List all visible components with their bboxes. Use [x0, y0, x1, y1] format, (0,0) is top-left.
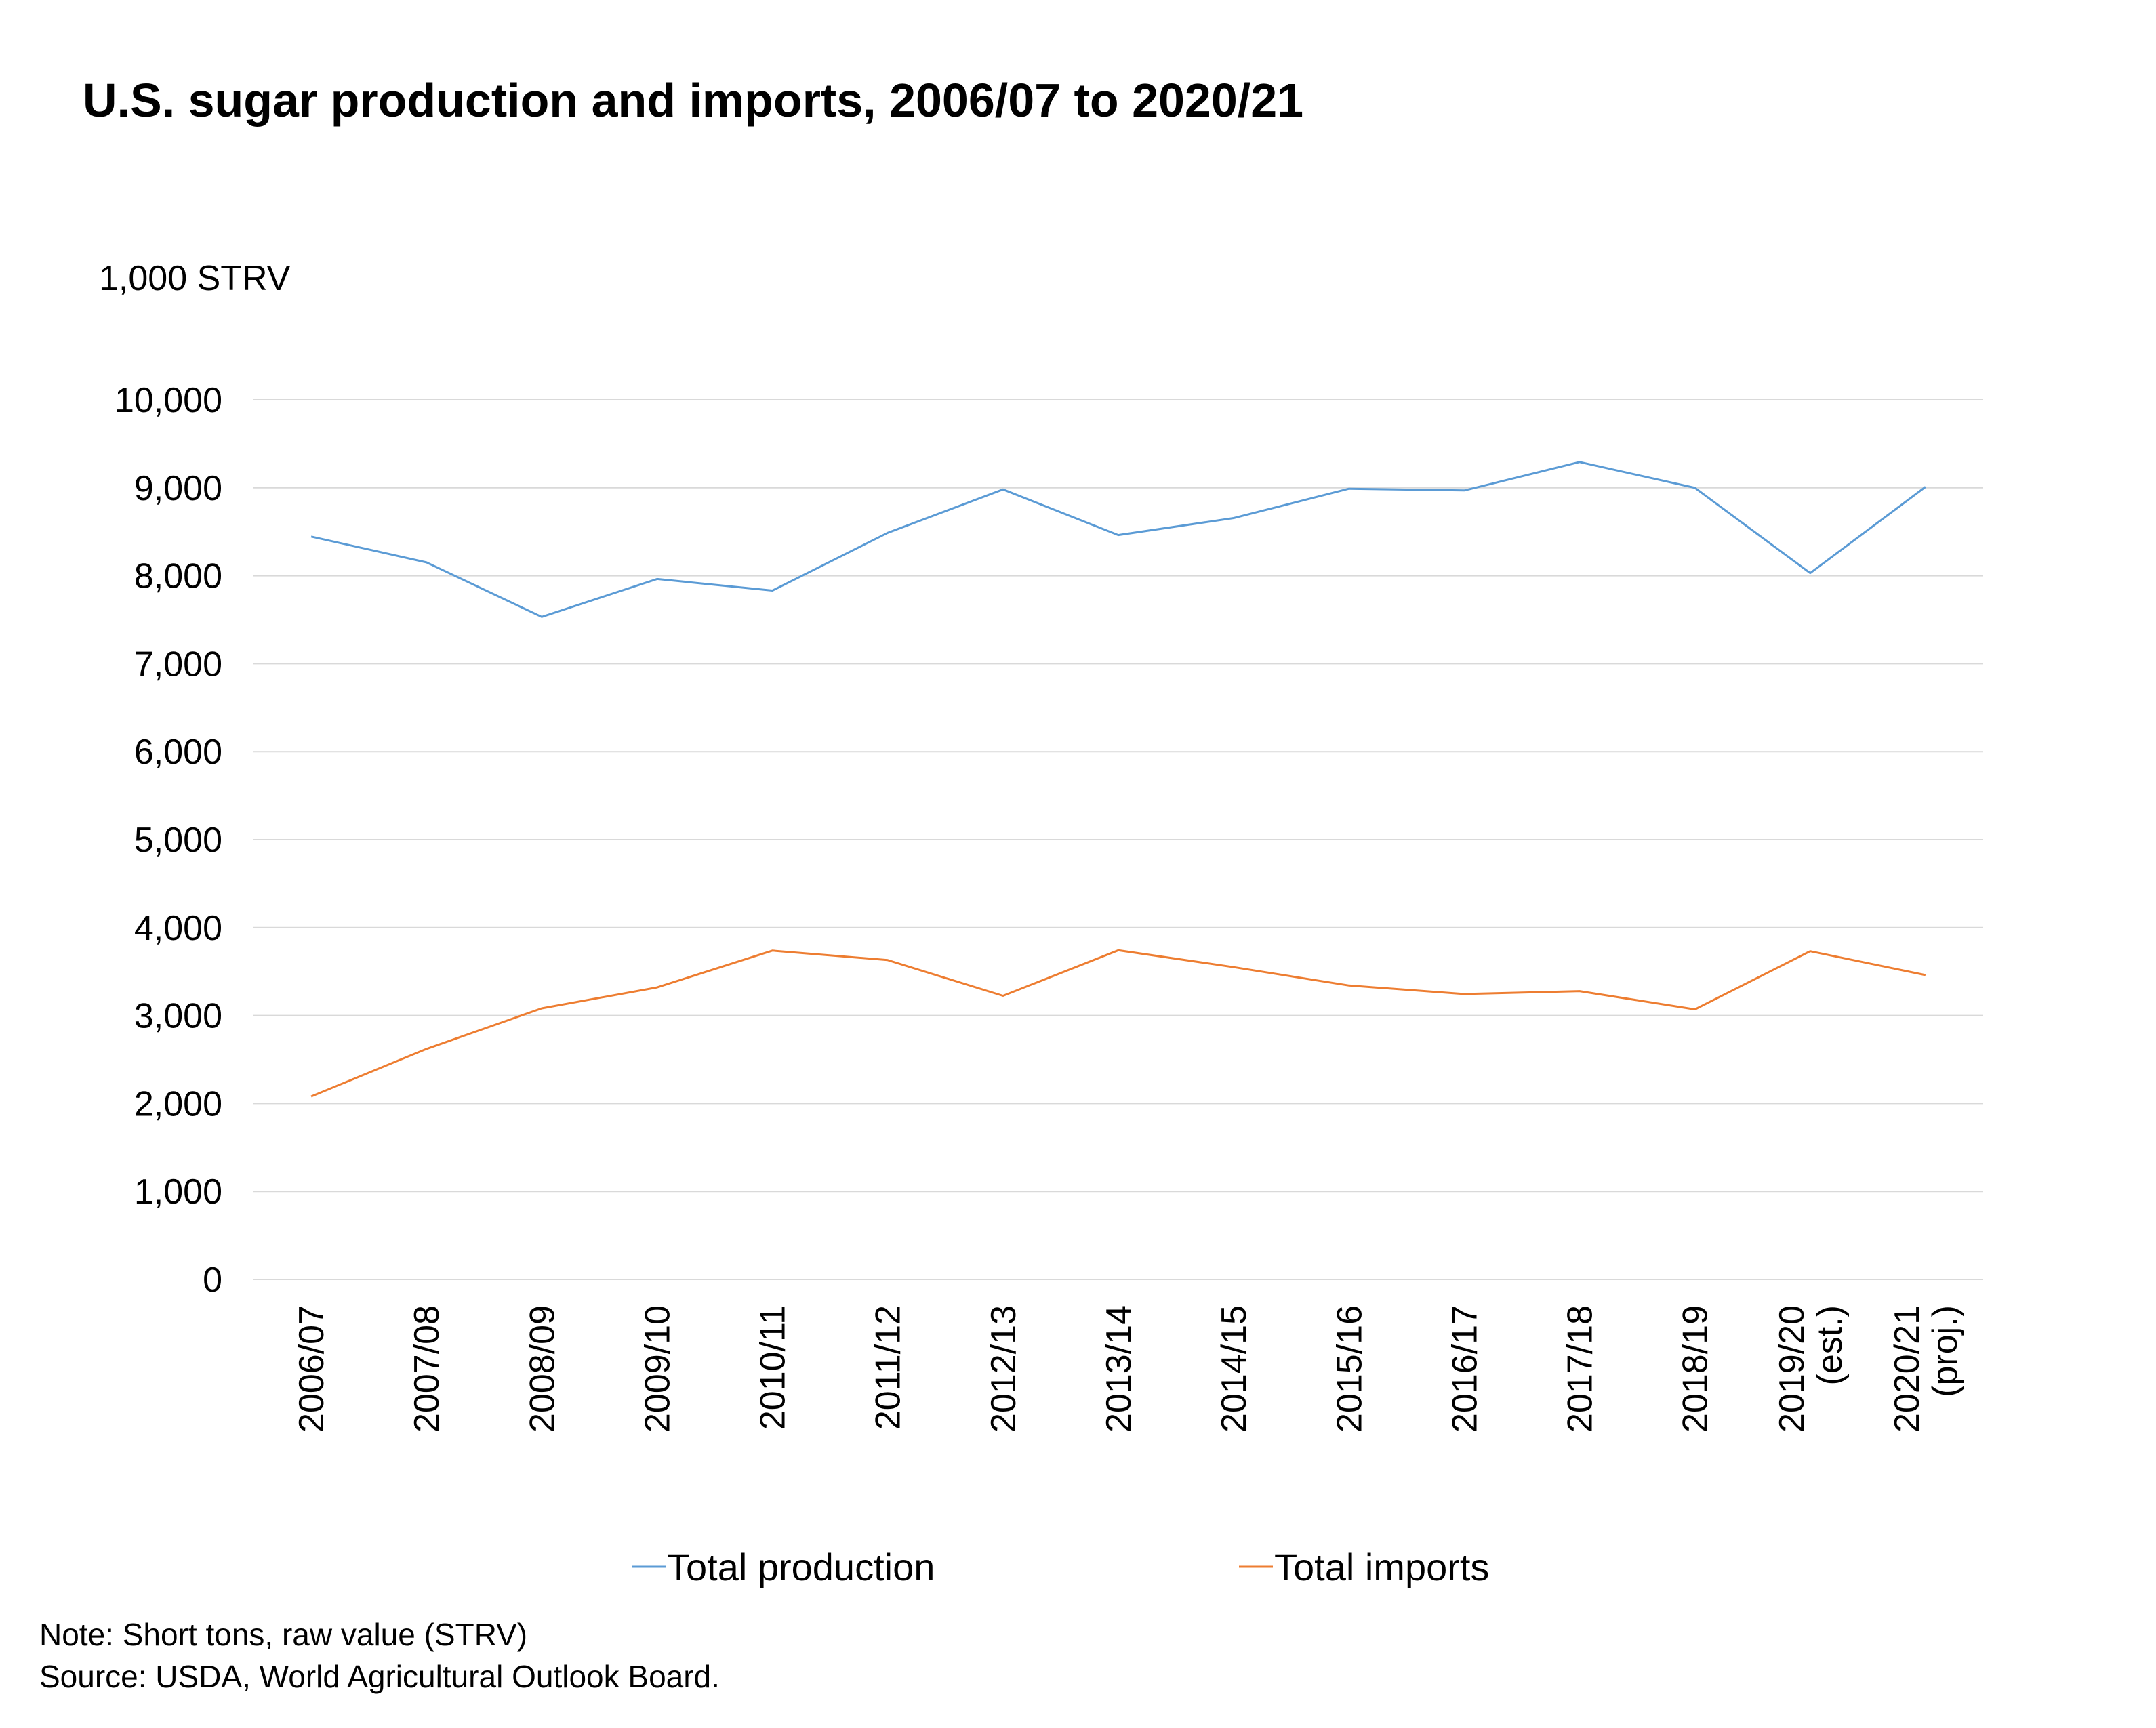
x-tick-label-line: 2016/17: [1445, 1305, 1484, 1433]
chart-title: U.S. sugar production and imports, 2006/…: [83, 74, 1303, 127]
x-tick-label: 2012/13: [984, 1305, 1023, 1433]
x-tick-label-line: 2012/13: [984, 1305, 1023, 1433]
legend-label: Total imports: [1274, 1546, 1489, 1588]
x-tick-label-line: 2011/12: [869, 1305, 908, 1430]
y-tick-label: 5,000: [134, 821, 222, 860]
y-tick-label: 7,000: [134, 644, 222, 684]
x-tick-label-line: 2020/21: [1888, 1305, 1927, 1433]
legend-label: Total production: [667, 1546, 935, 1588]
x-tick-label: 2007/08: [407, 1305, 447, 1433]
x-tick-label: 2015/16: [1330, 1305, 1369, 1433]
x-tick-label-line: 2017/18: [1561, 1305, 1600, 1433]
x-tick-label: 2016/17: [1445, 1305, 1484, 1433]
series-line-total-imports: [310, 949, 1926, 1098]
x-tick-label-line: 2008/09: [523, 1305, 562, 1433]
y-tick-label: 4,000: [134, 909, 222, 948]
y-tick-label: 8,000: [134, 557, 222, 596]
y-tick-label: 9,000: [134, 469, 222, 508]
note-text: Note: Short tons, raw value (STRV): [39, 1617, 527, 1652]
x-tick-label-line: 2010/11: [754, 1305, 793, 1430]
x-tick-label: 2014/15: [1215, 1305, 1254, 1433]
x-axis-ticks: 2006/07 2007/08 2008/09 2009/10 2010/11 2011/…: [292, 1305, 1965, 1433]
y-tick-label: 0: [203, 1260, 222, 1300]
series-line-total-production: [310, 461, 1926, 618]
y-tick-label: 6,000: [134, 733, 222, 772]
source-text: Source: USDA, World Agricultural Outlook…: [39, 1659, 720, 1694]
x-tick-label: 2020/21(proj.): [1888, 1305, 1965, 1433]
y-axis-ticks: 0 1,000 2,000 3,000 4,000 5,000 6,000 7,000 8,00…: [115, 381, 222, 1300]
x-tick-label-line: 2019/20: [1772, 1305, 1812, 1433]
x-tick-label: 2006/07: [292, 1305, 331, 1433]
x-tick-label: 2009/10: [638, 1305, 677, 1433]
x-tick-label: 2013/14: [1099, 1305, 1139, 1433]
x-tick-label: 2008/09: [523, 1305, 562, 1433]
y-tick-label: 1,000: [134, 1172, 222, 1212]
x-tick-label: 2010/11: [754, 1305, 793, 1430]
x-tick-label-line: (est.): [1810, 1305, 1850, 1385]
x-tick-label-line: 2013/14: [1099, 1305, 1139, 1433]
y-tick-label: 3,000: [134, 997, 222, 1036]
legend-item-total-imports: Total imports: [1239, 1546, 1489, 1588]
x-tick-label-line: 2009/10: [638, 1305, 677, 1433]
legend-item-total-production: Total production: [632, 1546, 935, 1588]
x-tick-label-line: (proj.): [1926, 1305, 1965, 1397]
x-tick-label: 2019/20(est.): [1772, 1305, 1850, 1433]
y-tick-label: 2,000: [134, 1084, 222, 1124]
x-tick-label-line: 2014/15: [1215, 1305, 1254, 1433]
x-tick-label: 2011/12: [869, 1305, 908, 1430]
x-tick-label-line: 2006/07: [292, 1305, 331, 1433]
x-tick-label-line: 2007/08: [407, 1305, 447, 1433]
x-tick-label-line: 2015/16: [1330, 1305, 1369, 1433]
legend: Total production Total imports: [632, 1546, 1489, 1588]
x-tick-label-line: 2018/19: [1676, 1305, 1715, 1433]
series-lines: [310, 461, 1926, 1098]
x-tick-label: 2018/19: [1676, 1305, 1715, 1433]
x-tick-label: 2017/18: [1561, 1305, 1600, 1433]
gridlines: [253, 399, 1983, 1280]
y-axis-unit-label: 1,000 STRV: [99, 259, 291, 298]
y-tick-label: 10,000: [115, 381, 222, 420]
